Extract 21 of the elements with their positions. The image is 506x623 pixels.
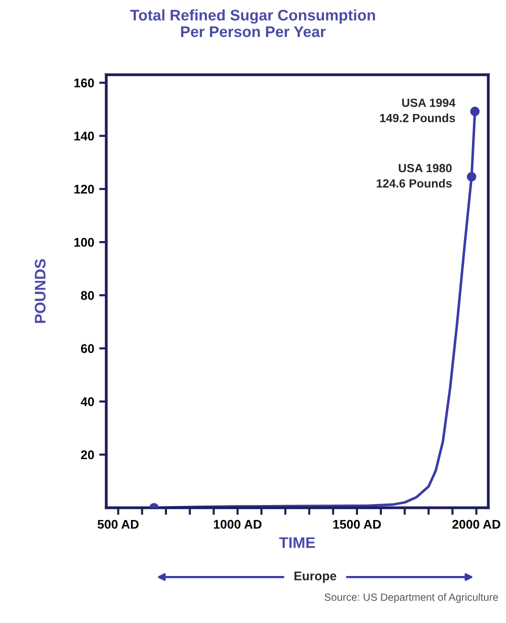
y-tick-label: 60 <box>81 344 94 354</box>
y-tick-label: 120 <box>74 184 94 194</box>
point <box>470 106 480 116</box>
y-tick-label: 160 <box>74 78 94 88</box>
text: Europe <box>294 572 336 583</box>
point <box>466 172 476 182</box>
y-tick-label: 80 <box>80 291 94 300</box>
y-tick-label: 100 <box>74 238 94 247</box>
x-axis-title: TIME <box>279 537 315 548</box>
y-tick-label: 20 <box>80 450 94 460</box>
annotation: USA 1994 149.2 Pounds <box>380 98 456 122</box>
x-tick-label: 500 AD <box>98 520 139 529</box>
y-axis-title: POUNDS <box>34 259 46 323</box>
y-tick-label: 40 <box>80 397 94 406</box>
x-tick-label: 2000 AD <box>452 520 500 529</box>
chart-title: Total Refined Sugar Consumption Per Person Per Year <box>130 9 375 38</box>
x-tick-label: 1500 AD <box>333 520 381 529</box>
source-note: Source: US Department of Agriculture <box>324 593 498 603</box>
annotation: USA 1980 124.6 Pounds <box>376 164 452 188</box>
y-tick-label: 140 <box>74 132 94 141</box>
x-tick-label: 1000 AD <box>214 520 262 529</box>
